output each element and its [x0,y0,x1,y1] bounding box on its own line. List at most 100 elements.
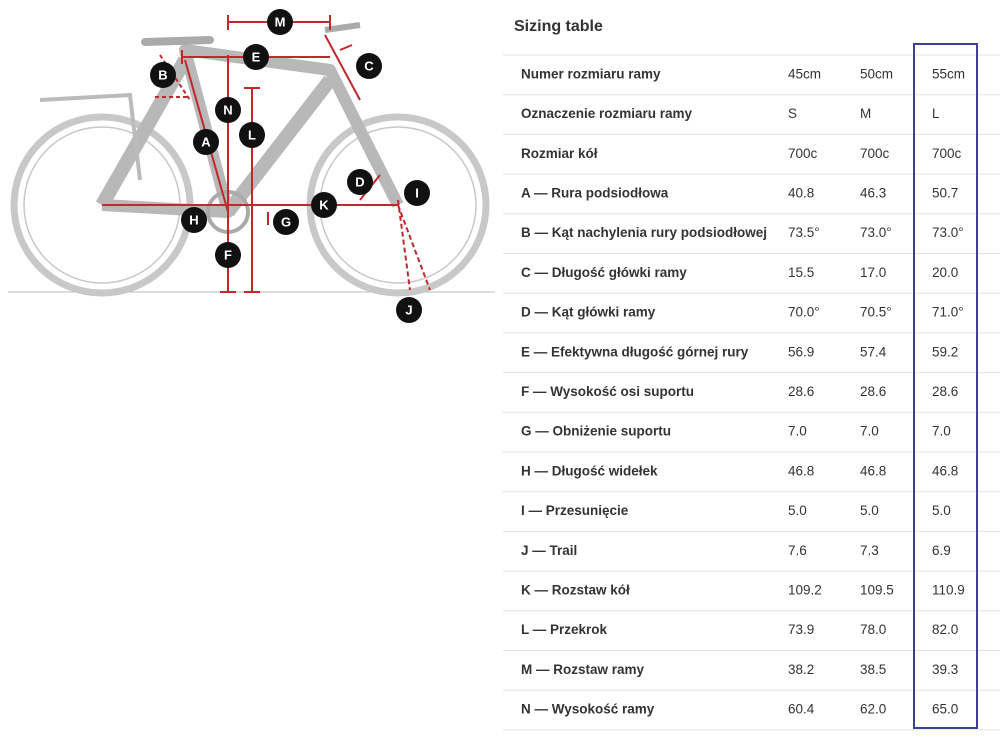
row-label: A — Rura podsiodłowa [521,186,669,201]
diagram-labels: M E C B N L A D I K H G F J [150,9,430,323]
highlight-column [913,43,978,729]
row-label: M — Rozstaw ramy [521,662,645,677]
cell: 57.4 [860,344,887,359]
table-title: Sizing table [514,18,603,35]
cell: 50cm [860,66,893,81]
label-letter: H [189,212,198,227]
row-label: D — Kąt główki ramy [521,305,656,320]
label-badge [193,129,219,155]
label-badge [404,180,430,206]
row-label: L — Przekrok [521,622,608,637]
cell: 45cm [788,66,821,81]
cell: 62.0 [860,702,886,717]
label-badge [267,9,293,35]
cell: 73.0° [860,225,892,240]
label-letter: M [275,14,286,29]
cell: 50.7 [932,186,958,201]
cell: 59.2 [932,344,958,359]
cell: 38.2 [788,662,814,677]
label-letter: F [224,247,232,262]
label-letter: J [405,302,412,317]
label-letter: A [201,134,211,149]
cell: 28.6 [860,384,886,399]
row-label: B — Kąt nachylenia rury podsiodłowej [521,225,767,240]
label-letter: E [252,49,261,64]
cell: 7.0 [932,424,951,439]
label-badge [273,209,299,235]
label-badge [311,192,337,218]
cell: 7.0 [860,424,879,439]
cell: 73.9 [788,622,814,637]
cell: 28.6 [932,384,958,399]
cell: 46.8 [788,463,814,478]
row-label: J — Trail [521,543,577,558]
cell: 73.0° [932,225,964,240]
cell: 7.6 [788,543,807,558]
label-badge [181,207,207,233]
label-letter: N [223,102,232,117]
cell: 17.0 [860,265,886,280]
row-label: F — Wysokość osi suportu [521,384,694,399]
row-label: K — Rozstaw kół [521,583,630,598]
cell: 39.3 [932,662,958,677]
row-label: Oznaczenie rozmiaru ramy [521,106,693,121]
label-badge [243,44,269,70]
cell: 5.0 [932,503,951,518]
label-letter: G [281,214,291,229]
cell: 46.8 [932,463,958,478]
cell: 109.5 [860,583,894,598]
label-letter: K [319,197,329,212]
row-label: E — Efektywna długość górnej rury [521,344,749,359]
label-letter: D [355,174,364,189]
label-badge [215,97,241,123]
label-badge [239,122,265,148]
label-letter: C [364,58,374,73]
cell: 110.9 [932,583,965,598]
row-label: I — Przesunięcie [521,503,629,518]
cell: 40.8 [788,186,814,201]
label-letter: B [158,67,167,82]
cell: 46.8 [860,463,886,478]
label-badge [356,53,382,79]
cell: 71.0° [932,305,964,320]
label-letter: I [415,185,419,200]
label-badge [347,169,373,195]
cell: 38.5 [860,662,886,677]
cell: 82.0 [932,622,958,637]
cell: 28.6 [788,384,814,399]
label-letter: L [248,127,256,142]
row-label: Numer rozmiaru ramy [521,66,661,81]
cell: 5.0 [788,503,807,518]
cell: 70.5° [860,305,892,320]
cell: 73.5° [788,225,820,240]
row-label: H — Długość widełek [521,463,658,478]
cell: 65.0 [932,702,958,717]
cell: 700c [788,146,818,161]
label-badge [396,297,422,323]
cell: 70.0° [788,305,820,320]
cell: S [788,106,797,121]
cell: L [932,106,940,121]
cell: 78.0 [860,622,886,637]
cell: 700c [860,146,890,161]
label-badge [150,62,176,88]
row-label: C — Długość główki ramy [521,265,687,280]
cell: 56.9 [788,344,814,359]
row-label: G — Obniżenie suportu [521,424,671,439]
cell: 55cm [932,66,965,81]
cell: 46.3 [860,186,886,201]
row-label: Rozmiar kół [521,146,598,161]
cell: 7.3 [860,543,879,558]
cell: 109.2 [788,583,822,598]
cell: 20.0 [932,265,958,280]
cell: 6.9 [932,543,951,558]
cell: 15.5 [788,265,814,280]
row-label: N — Wysokość ramy [521,702,655,717]
cell: 5.0 [860,503,879,518]
sizing-table: Numer rozmiaru ramy 45cm 50cm 55cm Oznaczeni… [503,54,1000,731]
label-badge [215,242,241,268]
cell: 60.4 [788,702,815,717]
cell: 700c [932,146,962,161]
cell: M [860,106,871,121]
